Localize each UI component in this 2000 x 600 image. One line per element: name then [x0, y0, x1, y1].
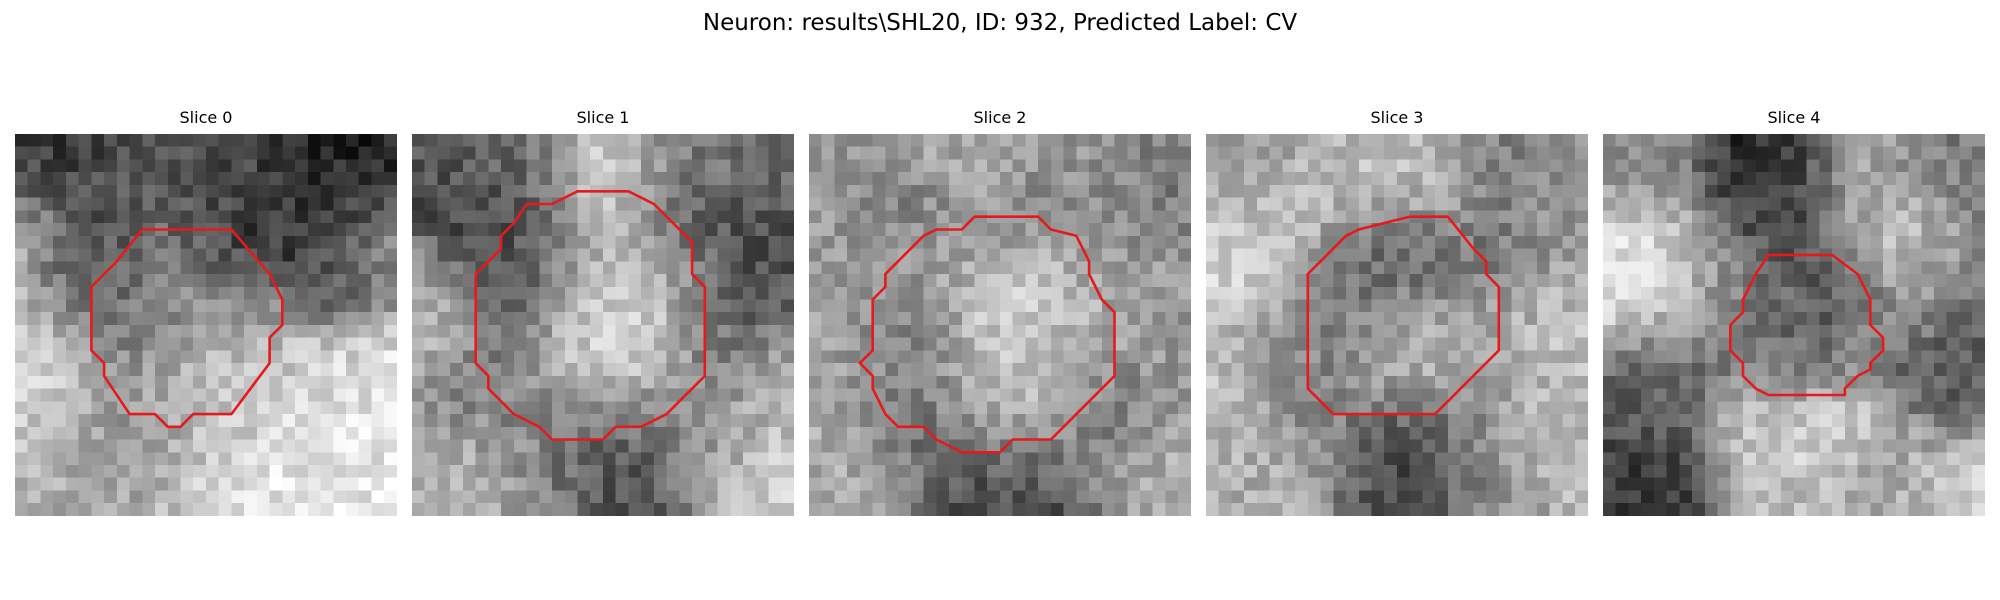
pixel-grid	[809, 134, 1191, 516]
segmentation-contour	[474, 189, 707, 441]
slice-title: Slice 1	[576, 108, 630, 127]
figure-title: Neuron: results\SHL20, ID: 932, Predicte…	[702, 10, 1298, 36]
slice-panel: Slice 3	[1206, 107, 1588, 520]
pixel-grid	[1603, 134, 1985, 516]
slice-panel: Slice 1	[412, 107, 794, 520]
pixel-grid	[1206, 134, 1588, 516]
segmentation-contour	[1729, 253, 1885, 397]
pixel-grid	[412, 134, 794, 516]
slice-panel: Slice 0	[15, 107, 397, 520]
segmentation-contour	[1306, 215, 1501, 416]
slice-panel: Slice 2	[809, 107, 1191, 520]
em-slice-image	[412, 134, 794, 516]
slice-title: Slice 4	[1767, 108, 1821, 127]
em-slice-image	[809, 134, 1191, 516]
segmentation-contour	[90, 228, 284, 429]
em-slice-image	[1603, 134, 1985, 516]
slice-panel: Slice 4	[1603, 107, 1985, 520]
slice-title: Slice 3	[1370, 108, 1424, 127]
em-slice-image	[1206, 134, 1588, 516]
slice-title: Slice 2	[973, 108, 1027, 127]
pixel-grid	[15, 134, 397, 516]
segmentation-contour	[858, 215, 1116, 454]
em-slice-image	[15, 134, 397, 516]
slice-title: Slice 0	[179, 108, 233, 127]
